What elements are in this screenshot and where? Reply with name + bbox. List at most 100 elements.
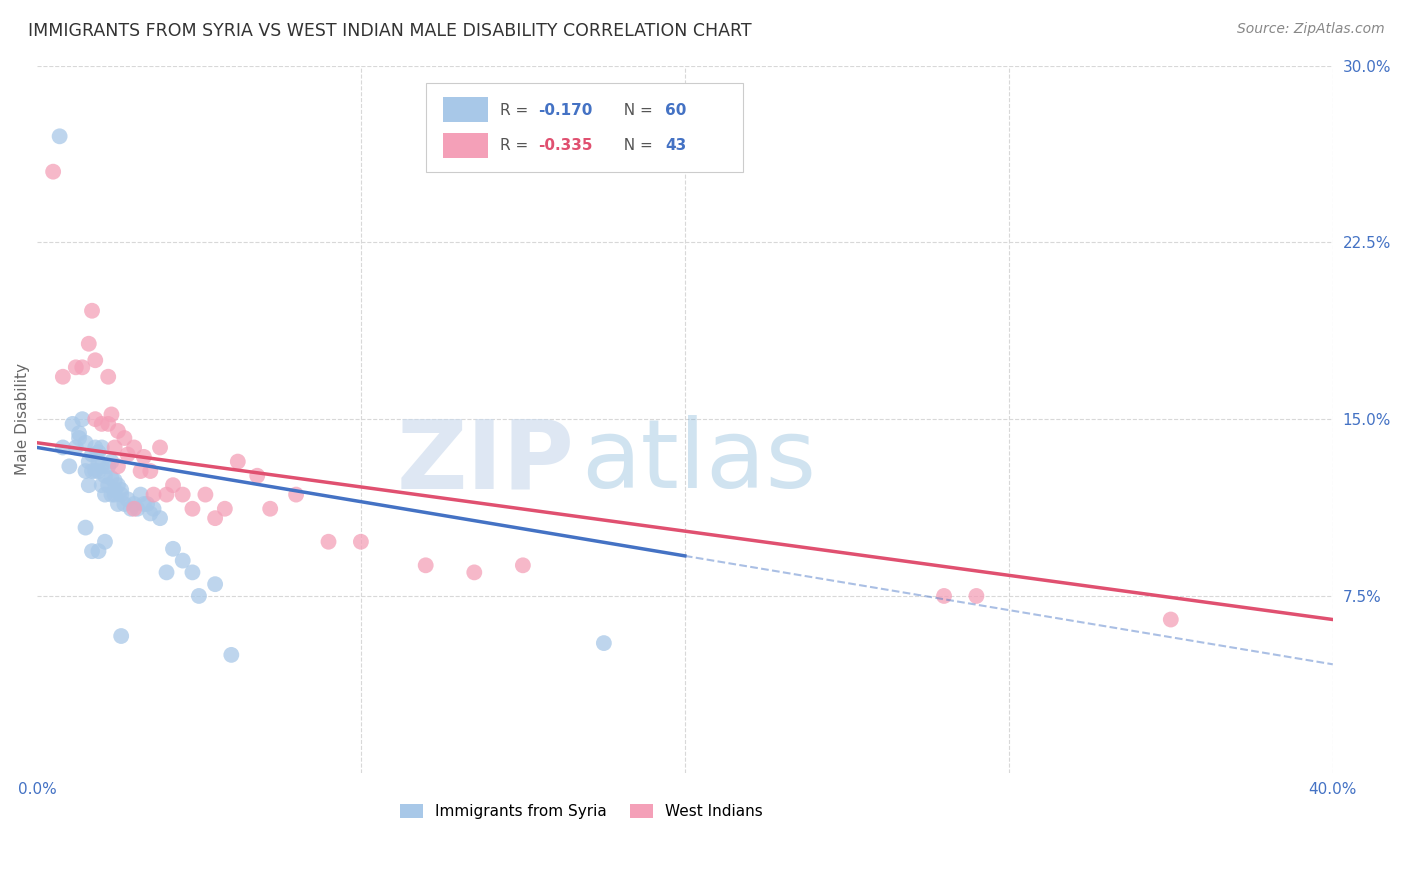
Point: [117, 448, 139, 462]
Point: [90, 478, 112, 492]
Point: [72, 412, 94, 426]
Point: [100, 471, 122, 485]
Text: -0.170: -0.170: [538, 103, 593, 118]
Point: [90, 459, 112, 474]
Point: [67, 431, 90, 445]
Point: [77, 454, 100, 468]
Point: [110, 483, 132, 497]
Point: [181, 566, 204, 580]
Point: [97, 478, 120, 492]
Text: R =: R =: [499, 138, 533, 153]
Point: [107, 497, 129, 511]
Point: [132, 450, 155, 464]
Point: [512, 558, 534, 573]
Text: R =: R =: [499, 103, 533, 118]
Legend: Immigrants from Syria, West Indians: Immigrants from Syria, West Indians: [394, 798, 769, 825]
Point: [155, 566, 177, 580]
Bar: [443, 97, 488, 122]
Point: [221, 648, 243, 662]
Point: [107, 424, 129, 438]
Point: [172, 487, 194, 501]
Point: [75, 520, 97, 534]
Point: [100, 487, 122, 501]
Text: N =: N =: [613, 138, 657, 153]
Point: [110, 487, 132, 501]
Point: [120, 501, 142, 516]
Text: N =: N =: [613, 103, 657, 118]
Point: [97, 369, 120, 384]
Point: [77, 478, 100, 492]
Point: [107, 459, 129, 474]
Point: [100, 454, 122, 468]
Point: [104, 483, 127, 497]
Point: [142, 501, 165, 516]
Point: [139, 507, 162, 521]
Point: [112, 497, 135, 511]
Point: [84, 353, 107, 368]
Point: [129, 487, 152, 501]
Point: [259, 501, 281, 516]
Text: Source: ZipAtlas.com: Source: ZipAtlas.com: [1237, 22, 1385, 37]
Point: [136, 497, 159, 511]
Point: [52, 369, 75, 384]
Point: [65, 360, 87, 375]
Point: [87, 544, 110, 558]
Point: [80, 544, 103, 558]
Point: [97, 417, 120, 431]
Text: ZIP: ZIP: [396, 415, 575, 508]
Point: [72, 360, 94, 375]
Point: [285, 487, 308, 501]
Text: atlas: atlas: [581, 415, 817, 508]
Point: [87, 454, 110, 468]
Point: [204, 577, 226, 591]
Point: [77, 336, 100, 351]
Point: [172, 553, 194, 567]
Point: [226, 454, 249, 468]
Point: [129, 464, 152, 478]
Point: [80, 303, 103, 318]
Point: [463, 566, 485, 580]
Point: [246, 468, 269, 483]
Text: 60: 60: [665, 103, 686, 118]
Point: [204, 511, 226, 525]
Point: [80, 464, 103, 478]
Point: [1160, 613, 1182, 627]
Point: [350, 534, 373, 549]
Point: [80, 448, 103, 462]
Point: [932, 589, 955, 603]
Point: [139, 464, 162, 478]
Point: [122, 497, 145, 511]
Point: [162, 541, 184, 556]
Point: [75, 435, 97, 450]
Point: [67, 426, 90, 441]
Bar: [443, 133, 488, 158]
Point: [65, 441, 87, 455]
Point: [155, 487, 177, 501]
Point: [132, 497, 155, 511]
Point: [122, 441, 145, 455]
Point: [97, 459, 120, 474]
Y-axis label: Male Disability: Male Disability: [15, 363, 30, 475]
Point: [127, 501, 149, 516]
Point: [162, 478, 184, 492]
Point: [214, 501, 236, 516]
Point: [58, 459, 80, 474]
Text: -0.335: -0.335: [538, 138, 593, 153]
FancyBboxPatch shape: [426, 83, 744, 171]
Point: [181, 501, 204, 516]
Point: [52, 441, 75, 455]
Point: [117, 492, 139, 507]
Point: [149, 441, 172, 455]
Text: 43: 43: [665, 138, 686, 153]
Point: [187, 589, 209, 603]
Point: [415, 558, 437, 573]
Point: [48, 129, 70, 144]
Point: [90, 417, 112, 431]
Point: [592, 636, 614, 650]
Point: [110, 629, 132, 643]
Point: [90, 441, 112, 455]
Point: [318, 534, 340, 549]
Point: [84, 441, 107, 455]
Point: [84, 412, 107, 426]
Point: [94, 534, 117, 549]
